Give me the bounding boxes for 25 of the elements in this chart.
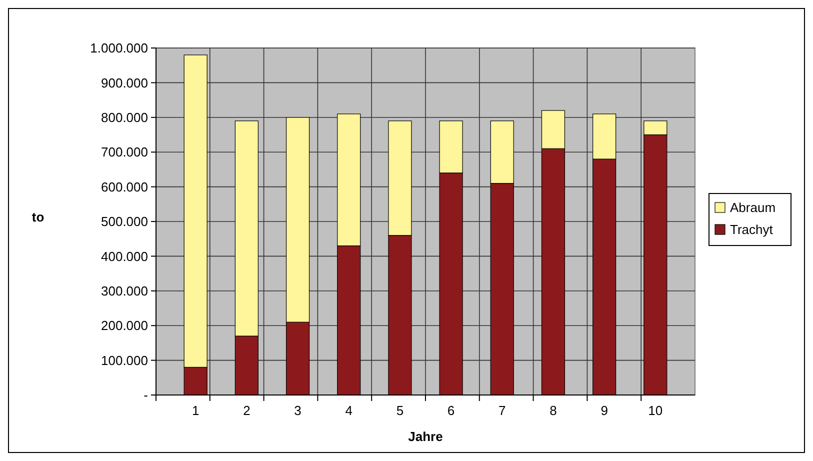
x-tick-label: 10 <box>648 403 663 418</box>
y-tick-label: 800.000 <box>101 110 148 125</box>
y-tick-label: 700.000 <box>101 144 148 160</box>
y-tick-label: - <box>144 388 148 403</box>
x-tick-label: 8 <box>550 403 557 418</box>
x-tick-label: 3 <box>294 403 302 418</box>
x-tick-label: 5 <box>396 403 404 418</box>
x-axis-title: Jahre <box>408 429 443 444</box>
y-tick-label: 900.000 <box>101 75 148 90</box>
x-tick-label: 6 <box>447 403 455 418</box>
y-tick-label: 600.000 <box>101 179 148 194</box>
y-tick-label: 300.000 <box>101 283 148 298</box>
x-tick-label: 2 <box>243 403 250 418</box>
y-tick-label: 1.000.000 <box>90 40 148 56</box>
legend-label: Abraum <box>730 200 776 216</box>
x-tick-label: 1 <box>192 403 200 418</box>
x-tick-label: 7 <box>498 403 506 418</box>
y-axis-title: to <box>32 210 44 224</box>
y-tick-label: 200.000 <box>101 318 148 334</box>
legend-label: Trachyt <box>730 222 774 238</box>
x-tick-label: 4 <box>345 403 352 418</box>
y-tick-label: 400.000 <box>101 248 148 264</box>
y-tick-label: 100.000 <box>101 352 148 368</box>
x-tick-label: 9 <box>600 403 608 418</box>
y-tick-label: 500.000 <box>101 214 148 230</box>
